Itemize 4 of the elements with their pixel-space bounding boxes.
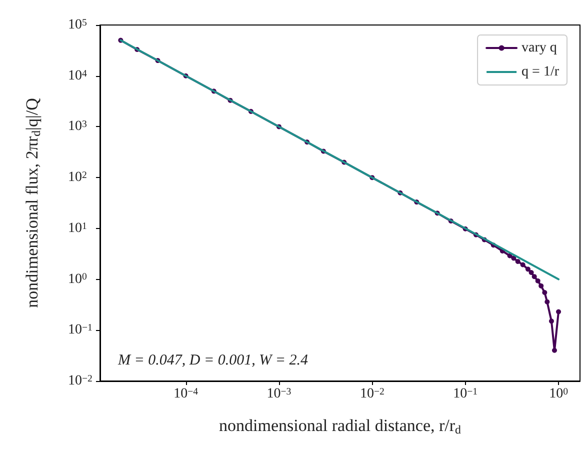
y-axis-title: nondimensional flux, 2πrd|q|/Q (22, 98, 43, 308)
legend-label: vary q (522, 40, 557, 56)
legend-label: q = 1/r (522, 64, 560, 80)
annotation: M = 0.047, D = 0.001, W = 2.4 (117, 352, 308, 368)
